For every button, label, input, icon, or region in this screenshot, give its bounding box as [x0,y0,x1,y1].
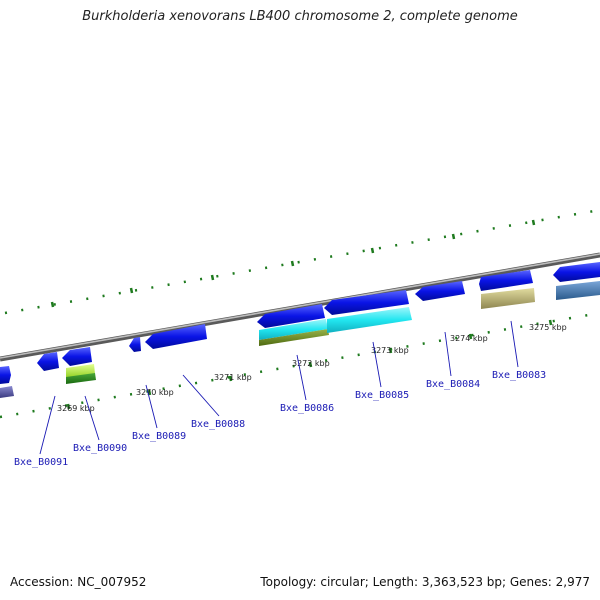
gene-labels: Bxe_B0091 Bxe_B0090 Bxe_B0089 Bxe_B0088 … [14,370,546,468]
gene-label-bxe-b0085[interactable]: Bxe_B0085 [355,390,409,401]
gene-block-steel[interactable] [556,281,600,300]
tick-label: 3273 kbp [371,346,409,355]
label-leaders [39,320,519,455]
major-ticks-upper [50,219,536,308]
upper-tick-ring [4,208,600,315]
gene-block-cyan[interactable] [259,319,328,340]
tick-label: 3269 kbp [57,404,95,413]
gene-label-bxe-b0090[interactable]: Bxe_B0090 [73,443,127,454]
gene-block[interactable] [0,386,14,398]
accession-label: Accession: NC_007952 [10,575,147,589]
gene-label-bxe-b0083[interactable]: Bxe_B0083 [492,370,546,381]
gene-arrow-bxe-b0091[interactable] [37,352,59,371]
genome-backbone [0,252,600,362]
gene-block-olive[interactable] [259,329,329,346]
gene-features [0,262,600,398]
gene-block-khaki[interactable] [481,288,535,309]
gene-label-bxe-b0091[interactable]: Bxe_B0091 [14,457,68,468]
gene-block-cyan-2[interactable] [327,307,412,333]
gene-arrow-bxe-b0084[interactable] [415,281,465,301]
gene-arrow-bxe-b0088[interactable] [145,324,207,349]
minor-ticks-upper [4,208,600,315]
gene-label-bxe-b0089[interactable]: Bxe_B0089 [132,431,186,442]
gene-block-green[interactable] [66,373,96,384]
gene-arrow-bxe-b0085[interactable] [324,290,409,315]
tick-label: 3270 kbp [136,388,174,397]
map-title: Burkholderia xenovorans LB400 chromosome… [82,9,518,24]
gene-label-bxe-b0084[interactable]: Bxe_B0084 [426,379,480,390]
tick-label: 3271 kbp [214,373,252,382]
gene-arrow-bxe-b0090[interactable] [62,347,92,366]
topology-label: Topology: circular; Length: 3,363,523 bp… [260,575,590,589]
tick-labels: 3269 kbp 3270 kbp 3271 kbp 3272 kbp 3273… [57,323,567,413]
tick-label: 3274 kbp [450,334,488,343]
gene-arrow[interactable] [553,262,600,282]
major-ticks-lower [66,319,553,410]
tick-label: 3272 kbp [292,359,330,368]
gene-arrow-bxe-b0083[interactable] [479,270,533,291]
lower-tick-ring [0,311,600,419]
gene-arrow-bxe-b0089[interactable] [129,337,141,352]
gene-arrow-bxe-b0086[interactable] [257,304,325,328]
tick-label: 3275 kbp [529,323,567,332]
gene-arrow[interactable] [0,366,11,384]
gene-label-bxe-b0088[interactable]: Bxe_B0088 [191,419,245,430]
gene-label-bxe-b0086[interactable]: Bxe_B0086 [280,403,334,414]
